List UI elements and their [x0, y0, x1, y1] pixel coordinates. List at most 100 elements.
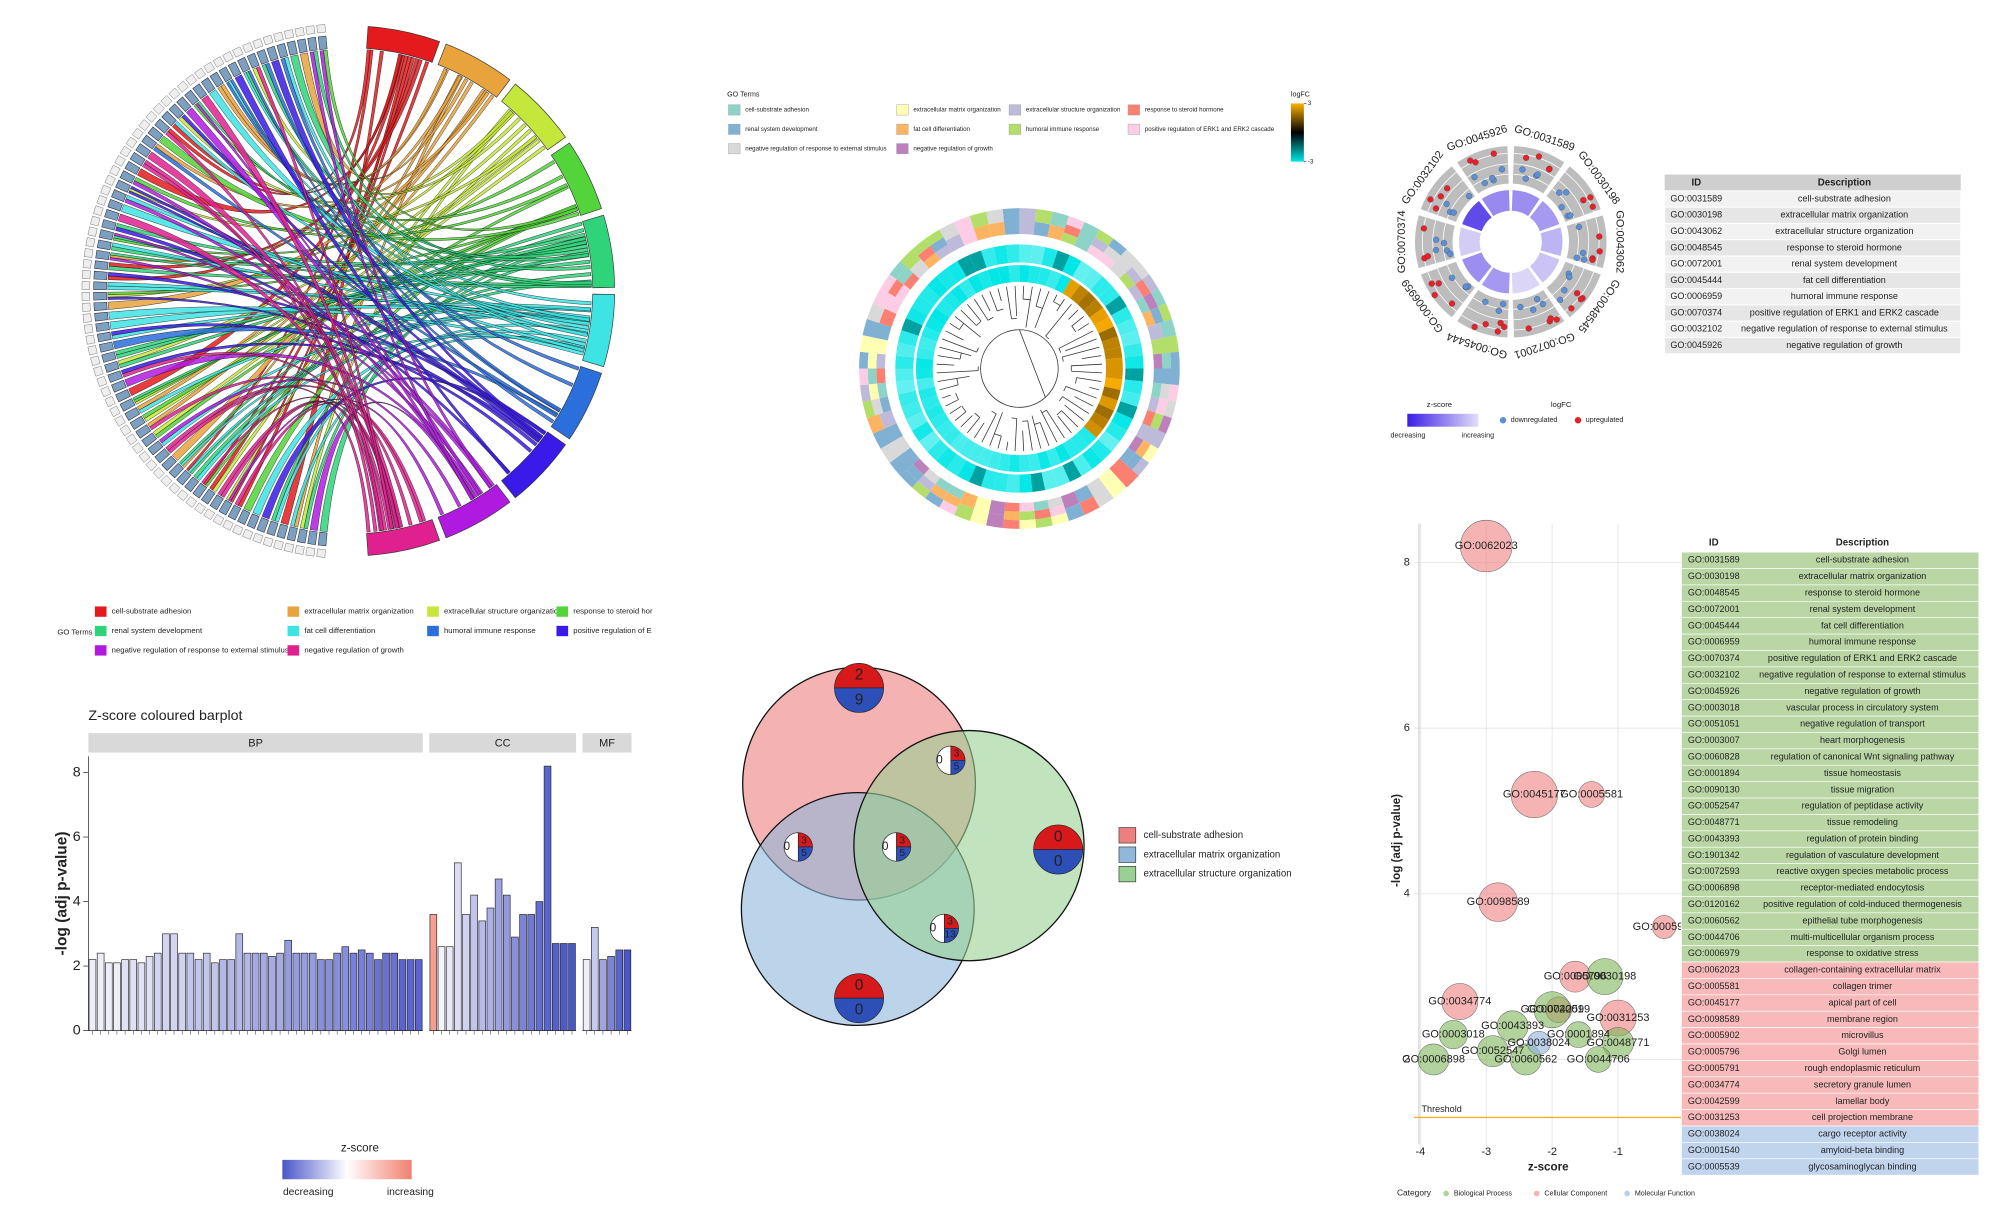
logfc-cell	[950, 284, 969, 305]
logfc-cell	[936, 447, 958, 469]
logfc-cell	[927, 276, 949, 298]
legend-label: cell-substrate adhesion	[112, 607, 192, 616]
legend-title: Category	[1397, 1188, 1432, 1198]
dendrogram-branch	[937, 376, 970, 382]
gene-segment	[286, 526, 298, 542]
table-cell: GO:0045926	[1688, 686, 1740, 696]
set-circle	[853, 729, 1085, 962]
bar	[260, 952, 268, 1031]
chord-ribbon	[234, 74, 511, 475]
gene-logfc	[305, 25, 316, 35]
chord-ribbon	[309, 51, 475, 501]
pie-label: 0	[855, 1002, 864, 1019]
pie-label: 3	[954, 749, 960, 760]
table-cell: GO:0006959	[1670, 291, 1722, 301]
term-cell	[986, 209, 1004, 225]
gene-logfc	[87, 226, 98, 237]
table-cell: negative regulation of response to exter…	[1741, 324, 1948, 334]
gene-logfc	[82, 270, 91, 280]
term-cell	[1109, 249, 1139, 279]
legend-label: negative regulation of growth	[913, 145, 993, 152]
chord-ribbon	[111, 323, 533, 453]
gene-dot	[1546, 166, 1553, 173]
legend-label: cell-substrate adhesion	[1144, 830, 1244, 841]
term-cell	[909, 258, 930, 279]
gene-logfc	[262, 34, 274, 46]
logfc-cell	[1105, 421, 1127, 442]
table-cell: GO:0052547	[1688, 801, 1740, 811]
logfc-cell	[1062, 460, 1082, 482]
table-cell: GO:0090130	[1688, 784, 1740, 794]
bar	[317, 959, 325, 1031]
bar	[121, 959, 129, 1031]
table-cell: humoral immune response	[1791, 291, 1898, 301]
term-cell	[1167, 384, 1179, 402]
table-cell: Golgi lumen	[1838, 1047, 1886, 1057]
legend-dot	[1574, 417, 1582, 424]
legend-label: upregulated	[1586, 416, 1624, 424]
logfc-cell	[935, 299, 956, 318]
legend-swatch	[1008, 123, 1021, 135]
gene-dot	[1568, 305, 1575, 312]
gene-dot	[1525, 325, 1532, 332]
logfc-cell	[1105, 357, 1123, 369]
dendrogram-branch	[1071, 325, 1077, 333]
chord-ribbon	[134, 177, 568, 238]
table-cell: GO:0048771	[1688, 817, 1740, 827]
dendrogram-branch	[949, 323, 960, 330]
term-cell	[1155, 398, 1168, 416]
term-cell	[1034, 209, 1053, 225]
dendrogram-branch	[937, 355, 961, 360]
term-cell	[1003, 510, 1020, 521]
bubble-label: GO:0030198	[1573, 971, 1636, 983]
bubble	[1586, 958, 1624, 996]
term-cell	[1143, 292, 1158, 311]
legend-title: GO Terms	[57, 627, 92, 636]
logfc-cell	[968, 250, 987, 272]
bar	[292, 952, 301, 1031]
term-cell	[954, 216, 978, 246]
x-tick-label: -3	[1481, 1146, 1491, 1158]
term-cell	[1150, 288, 1166, 307]
logfc-cell	[1041, 247, 1058, 268]
term-cell	[1109, 458, 1139, 488]
gene-logfc	[160, 474, 173, 487]
dendrogram-branch	[1011, 317, 1017, 320]
gene-logfc	[81, 292, 91, 301]
legend-label: renal system development	[745, 126, 818, 133]
term-cell	[870, 398, 884, 416]
bar	[113, 962, 121, 1031]
logfc-cell	[1116, 318, 1138, 336]
chord-ribbon	[265, 62, 574, 387]
gene-logfc	[176, 489, 189, 502]
logfc-cell	[977, 270, 993, 290]
dendrogram-branch	[936, 363, 955, 366]
term-cell	[1049, 504, 1067, 517]
logfc-cell	[1052, 465, 1070, 487]
table-cell: GO:0060828	[1688, 751, 1740, 761]
legend-swatch	[287, 606, 300, 617]
gene-segment	[317, 531, 328, 547]
gene-dot	[1547, 315, 1554, 322]
colorbar	[1290, 103, 1304, 162]
table-cell: GO:0034774	[1688, 1079, 1740, 1089]
dendrogram-branch	[1039, 422, 1050, 446]
bubble	[1527, 1031, 1551, 1055]
gene-dot	[1440, 239, 1448, 247]
legend-label: extracellular structure organization	[1026, 107, 1121, 114]
chord-ribbon	[290, 54, 592, 285]
gene-segment	[95, 321, 110, 332]
gene-segment	[307, 36, 318, 52]
term-cell	[876, 353, 886, 369]
dendrogram-branch	[974, 412, 981, 418]
term-cell	[969, 508, 989, 526]
logfc-cell	[1111, 411, 1133, 431]
logfc-cell	[1019, 265, 1031, 283]
logfc-cell	[1008, 454, 1020, 472]
gene-dot	[1530, 306, 1537, 313]
table-cell: response to steroid hormone	[1787, 242, 1902, 252]
gene-segment	[266, 45, 279, 62]
logfc-cell	[895, 379, 916, 395]
table-cell: regulation of protein binding	[1807, 833, 1919, 843]
gene-logfc	[222, 519, 234, 531]
